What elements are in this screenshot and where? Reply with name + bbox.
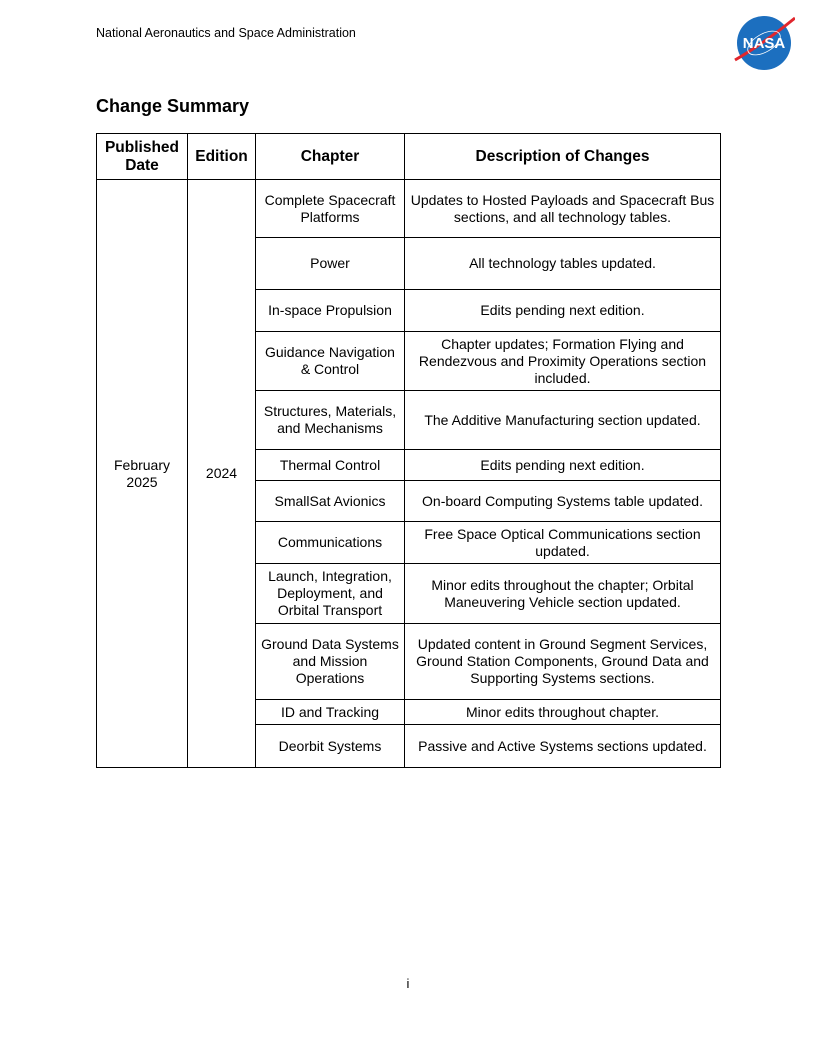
table-row: Communications Free Space Optical Communi…	[97, 521, 721, 564]
change-summary-table: Published Date Edition Chapter Descripti…	[96, 133, 721, 768]
header-published-date: Published Date	[96, 133, 188, 180]
table-row: Guidance Navigation & Control Chapter upd…	[97, 331, 721, 391]
description-cell: Minor edits throughout the chapter; Orbi…	[404, 563, 721, 624]
chapter-cell: Deorbit Systems	[255, 724, 405, 768]
chapter-cell: In-space Propulsion	[255, 289, 405, 332]
description-cell: Free Space Optical Communications sectio…	[404, 521, 721, 564]
table-row: Power All technology tables updated.	[97, 237, 721, 290]
chapter-cell: Thermal Control	[255, 449, 405, 481]
table-row: February 2025 2024 Complete Spacecraft P…	[96, 179, 721, 768]
description-cell: All technology tables updated.	[404, 237, 721, 290]
header-description: Description of Changes	[404, 133, 721, 180]
table-row: Structures, Materials, and Mechanisms The…	[97, 390, 721, 450]
chapter-cell: Communications	[255, 521, 405, 564]
header-chapter: Chapter	[255, 133, 405, 180]
description-cell: Chapter updates; Formation Flying and Re…	[404, 331, 721, 391]
chapter-cell: Guidance Navigation & Control	[255, 331, 405, 391]
description-cell: Edits pending next edition.	[404, 449, 721, 481]
description-cell: The Additive Manufacturing section updat…	[404, 390, 721, 450]
description-cell: Edits pending next edition.	[404, 289, 721, 332]
chapter-cell: Launch, Integration, Deployment, and Orb…	[255, 563, 405, 624]
chapter-cell: Complete Spacecraft Platforms	[255, 179, 405, 238]
table-row: Ground Data Systems and Mission Operatio…	[97, 623, 721, 700]
description-cell: Minor edits throughout chapter.	[404, 699, 721, 725]
organization-name: National Aeronautics and Space Administr…	[96, 26, 356, 40]
table-row: Launch, Integration, Deployment, and Orb…	[97, 563, 721, 624]
description-cell: Updated content in Ground Segment Servic…	[404, 623, 721, 700]
description-cell: On-board Computing Systems table updated…	[404, 480, 721, 522]
svg-text:NASA: NASA	[743, 35, 786, 52]
edition-cell: 2024	[187, 179, 256, 768]
chapter-cell: Structures, Materials, and Mechanisms	[255, 390, 405, 450]
description-cell: Passive and Active Systems sections upda…	[404, 724, 721, 768]
chapter-cell: Ground Data Systems and Mission Operatio…	[255, 623, 405, 700]
description-cell: Updates to Hosted Payloads and Spacecraf…	[404, 179, 721, 238]
table-row: SmallSat Avionics On-board Computing Syst…	[97, 480, 721, 522]
page-title: Change Summary	[96, 96, 250, 116]
table-row: Deorbit Systems Passive and Active System…	[97, 724, 721, 768]
published-date-cell: February 2025	[96, 179, 188, 768]
chapter-cell: ID and Tracking	[255, 699, 405, 725]
header-edition: Edition	[187, 133, 256, 180]
chapter-cell: Power	[255, 237, 405, 290]
page-number: i	[406, 976, 410, 991]
table-header-row: Published Date Edition Chapter Descripti…	[96, 133, 721, 180]
table-row: Thermal Control Edits pending next editio…	[97, 449, 721, 481]
chapter-cell: SmallSat Avionics	[255, 480, 405, 522]
nasa-logo: NASA	[734, 16, 795, 70]
